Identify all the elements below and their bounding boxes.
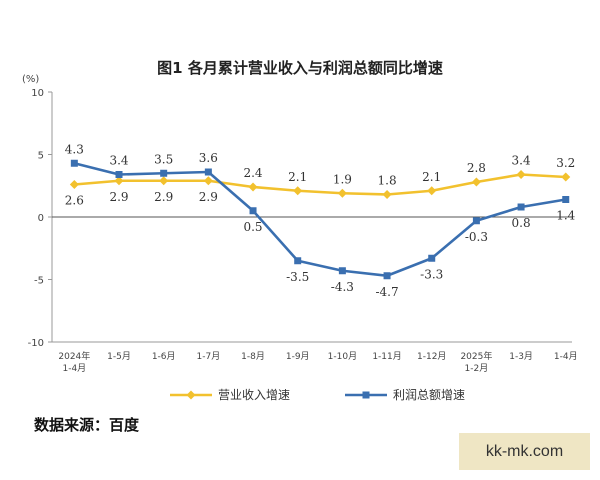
revenue-point: [382, 190, 392, 199]
x-tick-line: 1-4月: [554, 351, 578, 362]
profit-data-label: -4.3: [331, 280, 354, 294]
profit-point: [204, 168, 212, 176]
profit-point: [517, 203, 525, 211]
profit-data-label: -4.7: [375, 285, 398, 299]
revenue-data-label: 2.1: [288, 170, 307, 184]
x-tick-line: 1-5月: [107, 351, 131, 362]
revenue-data-label: 2.4: [243, 166, 262, 180]
revenue-data-label: 2.9: [199, 190, 218, 204]
y-tick-label: -10: [28, 338, 44, 349]
profit-point: [115, 171, 123, 178]
x-tick-line: 2024年: [58, 350, 90, 362]
revenue-point: [159, 176, 169, 186]
profit-point: [70, 159, 78, 167]
y-tick-label: 10: [31, 88, 44, 99]
x-tick-line: 1-8月: [241, 351, 265, 362]
x-tick-line: 1-2月: [465, 363, 489, 374]
profit-data-label: 3.5: [154, 152, 173, 166]
y-tick-label: 0: [38, 213, 44, 224]
profit-data-label: 0.5: [243, 220, 262, 234]
x-tick-line: 1-4月: [62, 363, 86, 374]
revenue-point: [561, 172, 571, 182]
profit-point: [383, 272, 391, 280]
x-tick-label: 1-4月: [554, 351, 578, 362]
watermark-text: kk-mk.com: [485, 442, 564, 460]
revenue-point: [69, 180, 79, 189]
profit-point: [160, 169, 168, 177]
revenue-point: [203, 176, 213, 186]
x-tick-label: 2024年 1-4月: [58, 350, 90, 374]
x-tick-label: 1-7月: [197, 351, 221, 362]
series-line-revenue: [74, 173, 566, 196]
chart-title: 图1 各月累计营业收入与利润总额同比增速: [157, 59, 443, 77]
x-tick-line: 1-12月: [417, 351, 446, 362]
x-tick-label: 1-5月: [107, 351, 131, 362]
legend: 营业收入增速 利润总额增速: [170, 388, 465, 402]
legend-marker: [186, 390, 196, 400]
revenue-point: [471, 177, 481, 187]
revenue-point: [248, 182, 258, 192]
x-tick-label: 1-3月: [509, 351, 533, 362]
profit-data-label: 3.6: [199, 151, 218, 165]
profit-point: [294, 257, 302, 265]
revenue-data-label: 1.8: [378, 174, 397, 188]
revenue-point: [516, 170, 526, 179]
data-labels: 2.6 2.9 2.9 2.9 2.4 2.1 1.9 1.8 2.1 2.8 3.4 3.2 4.3 3…: [65, 142, 576, 299]
profit-data-label: 1.4: [556, 209, 575, 223]
profit-point: [562, 196, 570, 203]
profit-point: [249, 207, 257, 215]
y-tick-label: 5: [38, 151, 44, 162]
x-tick-line: 1-6月: [152, 351, 176, 362]
revenue-data-label: 3.4: [512, 154, 531, 168]
source-note: 数据来源：百度: [34, 416, 140, 434]
profit-point: [472, 217, 480, 225]
profit-data-label: 0.8: [512, 216, 531, 230]
revenue-data-label: 2.1: [422, 170, 441, 184]
profit-data-label: 3.4: [109, 154, 128, 168]
x-tick-label: 1-9月: [286, 351, 310, 362]
revenue-point: [114, 176, 124, 186]
x-tick-line: 1-10月: [328, 351, 357, 362]
x-tick-label: 1-6月: [152, 351, 176, 362]
revenue-data-label: 2.9: [109, 190, 128, 204]
revenue-point: [293, 186, 303, 196]
profit-data-label: -3.5: [286, 270, 309, 284]
watermark: kk-mk.com: [459, 433, 590, 470]
revenue-data-label: 2.6: [65, 194, 84, 208]
series-layer: [69, 159, 571, 280]
revenue-data-label: 2.8: [467, 161, 486, 175]
revenue-data-label: 2.9: [154, 190, 173, 204]
legend-marker: [362, 391, 370, 399]
profit-data-label: -0.3: [465, 230, 488, 244]
profit-data-label: -3.3: [420, 267, 443, 281]
x-tick-label: 1-8月: [241, 351, 265, 362]
series-line-profit: [74, 161, 566, 278]
x-tick-line: 1-11月: [372, 351, 401, 362]
x-tick-label: 2025年 1-2月: [460, 350, 492, 374]
revenue-data-label: 3.2: [556, 156, 575, 170]
revenue-point: [337, 188, 347, 198]
profit-point: [428, 254, 436, 262]
legend-label: 营业收入增速: [218, 388, 290, 402]
revenue-data-label: 1.9: [333, 172, 352, 186]
profit-point: [338, 267, 346, 275]
x-tick-label: 1-10月: [328, 351, 357, 362]
y-axis-unit: (%): [22, 74, 39, 85]
x-tick-line: 1-3月: [509, 351, 533, 362]
x-tick-label: 1-12月: [417, 351, 446, 362]
x-tick-line: 1-7月: [197, 351, 221, 362]
y-tick-label: -5: [34, 276, 44, 287]
x-tick-label: 1-11月: [372, 351, 401, 362]
revenue-point: [427, 186, 437, 196]
x-tick-line: 1-9月: [286, 351, 310, 362]
legend-label: 利润总额增速: [393, 388, 465, 402]
x-tick-line: 2025年: [460, 350, 492, 362]
profit-data-label: 4.3: [65, 142, 84, 156]
